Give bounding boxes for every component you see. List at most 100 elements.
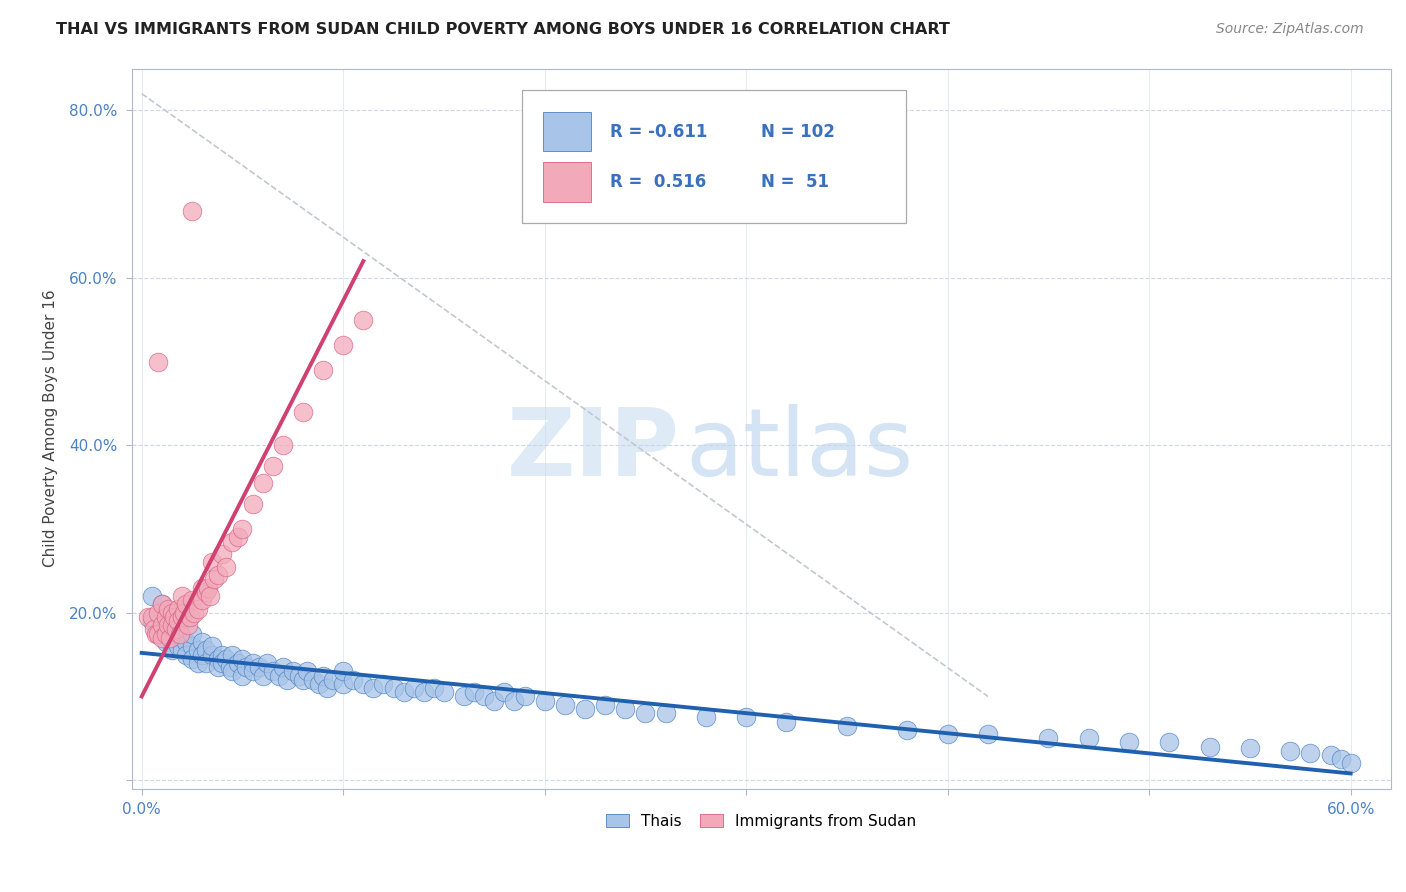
Point [634,706,657,721]
Point [291,405,314,419]
Point [373,677,395,691]
Point [160,614,183,628]
Point [1330,752,1353,766]
Point [654,706,676,721]
Point [195,584,218,599]
Point [231,668,253,682]
Point [150,606,173,620]
Point [215,559,238,574]
Point [187,601,209,615]
Point [735,710,758,724]
Point [835,719,858,733]
Point [183,606,205,620]
Point [242,656,264,670]
Point [977,727,1000,741]
Point [202,572,225,586]
Point [291,673,314,687]
Point [281,665,304,679]
Point [242,665,264,679]
Point [312,668,335,682]
Point [195,643,218,657]
Point [146,354,169,368]
Point [1077,731,1099,746]
Point [201,639,224,653]
Point [211,656,233,670]
Point [160,618,183,632]
Point [228,656,250,670]
Point [494,685,516,699]
Point [141,614,163,628]
Point [146,626,169,640]
Point [614,702,637,716]
Point [163,610,186,624]
Point [201,648,224,662]
Point [160,643,183,657]
Point [1299,747,1322,761]
Point [262,665,284,679]
Point [231,652,253,666]
Point [554,698,576,712]
Point [574,702,596,716]
Point [1038,731,1060,746]
Point [775,714,797,729]
Point [197,581,219,595]
Legend: Thais, Immigrants from Sudan: Thais, Immigrants from Sudan [600,807,922,835]
Point [170,610,193,624]
Point [191,581,214,595]
Point [472,690,495,704]
Point [1319,747,1341,762]
Point [332,665,354,679]
Point [167,639,190,653]
Point [155,635,177,649]
Point [201,556,224,570]
Text: ZIP: ZIP [506,404,679,496]
Point [165,623,187,637]
Point [412,685,434,699]
Point [174,648,197,662]
Point [177,618,200,632]
Point [181,203,204,218]
Point [200,589,222,603]
Point [1340,756,1362,771]
Point [433,685,456,699]
Point [155,626,177,640]
Point [146,606,169,620]
Point [174,598,197,612]
Point [936,727,959,741]
Point [142,623,165,637]
Point [191,593,214,607]
Point [363,681,385,695]
Point [1239,741,1261,756]
Point [1118,735,1140,749]
Point [146,626,169,640]
Point [195,656,218,670]
Point [181,652,204,666]
Point [221,534,243,549]
Point [1198,739,1220,754]
Text: N =  51: N = 51 [761,173,830,191]
Point [160,626,183,640]
Point [211,648,233,662]
Text: R =  0.516: R = 0.516 [610,173,706,191]
Point [252,475,274,490]
Point [262,459,284,474]
Point [167,601,190,615]
Point [332,338,354,352]
Point [155,618,177,632]
Point [382,681,405,695]
Point [156,601,179,615]
Point [141,589,163,603]
Point [423,681,446,695]
Point [167,623,190,637]
FancyBboxPatch shape [544,112,592,152]
Point [169,626,191,640]
Point [322,673,344,687]
Point [221,665,243,679]
Point [316,681,339,695]
Point [221,648,243,662]
Point [207,660,229,674]
Point [247,660,270,674]
Point [302,673,325,687]
Point [533,693,555,707]
Point [160,606,183,620]
